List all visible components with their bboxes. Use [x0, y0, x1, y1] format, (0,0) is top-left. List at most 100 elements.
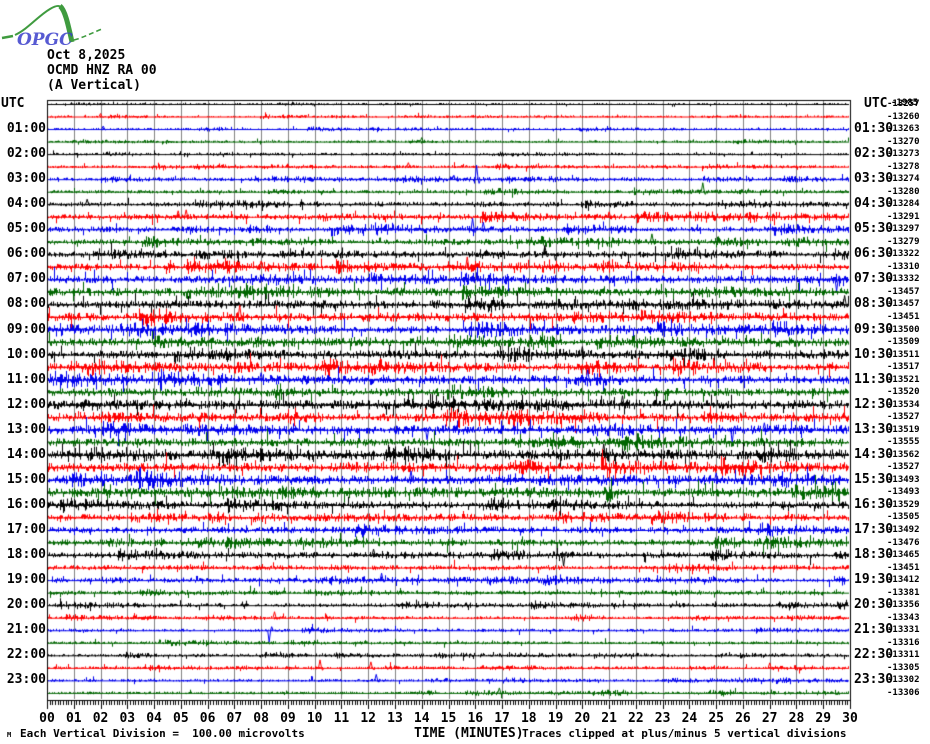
left-time-label: 09:00: [6, 321, 46, 337]
trace-mean-value: -13297: [887, 224, 920, 235]
trace-mean-value: -13306: [887, 687, 920, 698]
x-tick-label: 20: [574, 711, 591, 726]
right-time-label: 17:30: [854, 522, 894, 538]
x-tick-label: 13: [387, 711, 403, 726]
footer-mark: M: [7, 731, 12, 739]
right-time-label: 05:30: [854, 221, 894, 237]
right-time-label: 07:30: [854, 271, 894, 287]
trace-mean-value: -13457: [887, 299, 920, 310]
x-tick-label: 29: [815, 711, 832, 726]
left-time-label: 12:00: [6, 396, 46, 412]
x-tick-label: 21: [601, 711, 617, 726]
x-tick-label: 10: [306, 711, 323, 726]
trace-mean-value: -13278: [887, 161, 920, 172]
trace-mean-value: -13500: [887, 324, 920, 335]
right-time-label: 11:30: [854, 371, 894, 387]
x-tick-label: 16: [467, 711, 484, 726]
x-tick-label: 12: [360, 711, 377, 726]
trace-mean-value: -13521: [887, 374, 920, 385]
x-tick-label: 03: [119, 711, 136, 726]
trace-mean-value: -13534: [887, 399, 920, 410]
x-tick-label: 27: [761, 711, 778, 726]
trace-mean-value-overlap: -1985: [891, 98, 919, 108]
right-time-label: 08:30: [854, 296, 894, 312]
left-time-label: 08:00: [6, 296, 46, 312]
right-time-label: 20:30: [854, 597, 894, 613]
left-time-label: 07:00: [6, 271, 46, 287]
trace-mean-value: -13520: [887, 387, 920, 398]
x-tick-label: 06: [199, 711, 216, 726]
left-time-label: 21:00: [6, 622, 46, 638]
left-time-label: 16:00: [6, 496, 46, 512]
left-time-label: 05:00: [6, 221, 46, 237]
trace-mean-value: -13284: [887, 199, 920, 210]
right-time-label: 23:30: [854, 672, 894, 688]
x-tick-label: 18: [520, 711, 537, 726]
x-tick-label: 02: [92, 711, 109, 726]
trace-mean-value: -13457: [887, 286, 920, 297]
x-tick-label: 04: [146, 711, 162, 726]
trace-mean-value: -13451: [887, 312, 920, 322]
trace-mean-value: -13492: [887, 525, 920, 536]
right-time-label: 19:30: [854, 572, 894, 588]
x-tick-label: 11: [333, 711, 350, 726]
trace-mean-value: -13511: [887, 349, 920, 360]
left-time-label: 03:00: [6, 171, 46, 187]
trace-mean-value: -13274: [887, 174, 920, 185]
trace-mean-value: -13343: [887, 612, 920, 623]
trace-mean-value: -13273: [887, 149, 920, 160]
trace-mean-value: -13451: [887, 562, 920, 573]
right-time-label: 01:30: [854, 121, 894, 137]
left-time-label: 04:00: [6, 196, 46, 212]
trace-mean-value: -13517: [887, 362, 920, 373]
left-time-label: 13:00: [6, 421, 46, 437]
x-tick-label: 22: [628, 711, 644, 726]
left-time-label: 14:00: [6, 446, 46, 462]
x-tick-label: 26: [735, 711, 751, 726]
right-time-label: 06:30: [854, 246, 894, 262]
trace-mean-value: -13302: [887, 675, 920, 686]
trace-mean-value: -13257: [887, 99, 920, 109]
trace-mean-value: -13519: [887, 424, 920, 435]
x-tick-label: 24: [681, 711, 698, 726]
right-time-label: 14:30: [854, 446, 894, 462]
left-time-label: 02:00: [6, 146, 46, 162]
trace-mean-value: -13279: [887, 236, 920, 247]
trace-mean-value: -13505: [887, 512, 920, 523]
x-tick-label: 23: [654, 711, 671, 726]
trace-mean-value: -13310: [887, 261, 920, 272]
left-time-label: 20:00: [6, 597, 46, 613]
trace-mean-value: -13305: [887, 662, 920, 673]
trace-mean-value: -13356: [887, 600, 920, 611]
trace-mean-value: -13527: [887, 412, 920, 423]
trace-mean-value: -13529: [887, 499, 920, 510]
trace-mean-value: -13322: [887, 249, 920, 260]
trace-mean-value: -13260: [887, 111, 920, 122]
trace-mean-value: -13263: [887, 124, 920, 135]
x-tick-label: 15: [440, 711, 457, 726]
x-tick-label: 30: [842, 711, 858, 726]
trace-mean-value: -13527: [887, 462, 920, 473]
trace-mean-value: -13509: [887, 337, 920, 348]
left-time-label: 15:00: [6, 471, 46, 487]
footer-clip-note: Traces clipped at plus/minus 5 vertical …: [522, 727, 847, 740]
footer-scale-note: Each Vertical Division = 100.00 microvol…: [20, 727, 305, 740]
trace-mean-value: -13562: [887, 449, 920, 460]
left-time-label: 01:00: [6, 121, 46, 137]
x-tick-label: 07: [226, 711, 243, 726]
trace-mean-value: -13332: [887, 274, 920, 285]
right-time-label: 02:30: [854, 146, 894, 162]
right-time-label: 09:30: [854, 321, 894, 337]
trace-mean-value: -13291: [887, 211, 920, 222]
trace-mean-value: -13412: [887, 575, 920, 586]
left-time-label: 17:00: [6, 522, 46, 538]
right-time-label: 04:30: [854, 196, 894, 212]
right-time-label: 16:30: [854, 496, 894, 512]
x-tick-label: 17: [494, 711, 510, 726]
x-tick-label: 01: [65, 711, 82, 726]
right-time-label: 03:30: [854, 171, 894, 187]
x-tick-label: 14: [413, 711, 430, 726]
x-tick-label: 09: [280, 711, 296, 726]
